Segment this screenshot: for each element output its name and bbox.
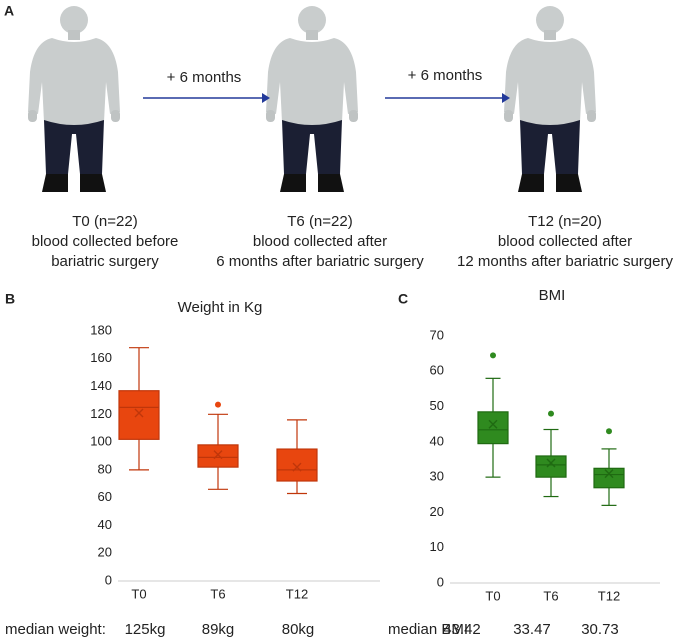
median-label: 80kg	[282, 621, 315, 638]
y-tick-label: 60	[98, 489, 112, 504]
mean-marker	[488, 419, 498, 429]
mean-marker	[292, 462, 302, 472]
panel-label: C	[398, 291, 408, 307]
panel-label: A	[4, 3, 14, 19]
timepoint-text: blood collected after	[253, 233, 387, 250]
y-tick-label: 40	[98, 517, 112, 532]
y-tick-label: 50	[430, 398, 444, 413]
y-tick-label: 70	[430, 327, 444, 342]
footer-label: median BMI	[388, 621, 468, 638]
y-tick-label: 10	[430, 539, 444, 554]
timepoint-text: blood collected after	[498, 233, 632, 250]
y-tick-label: 100	[90, 434, 112, 449]
timepoint-title: T0 (n=22)	[72, 213, 137, 230]
y-tick-label: 0	[437, 574, 444, 589]
chart-title: Weight in Kg	[178, 299, 263, 316]
y-tick-label: 180	[90, 322, 112, 337]
arrow-label: + 6 months	[408, 67, 483, 84]
footer-label: median weight:	[5, 621, 106, 638]
timepoint-text: blood collected before	[32, 233, 179, 250]
box	[276, 448, 318, 482]
y-tick-label: 140	[90, 378, 112, 393]
timepoint-text: bariatric surgery	[51, 253, 159, 270]
x-tick-label: T6	[210, 586, 225, 601]
outlier	[215, 401, 221, 408]
y-tick-label: 40	[430, 433, 444, 448]
y-tick-label: 20	[98, 545, 112, 560]
y-tick-label: 60	[430, 363, 444, 378]
panel-label: B	[5, 291, 15, 307]
y-tick-label: 160	[90, 350, 112, 365]
box	[197, 444, 239, 468]
arrow-head	[502, 93, 510, 103]
timepoint-title: T12 (n=20)	[528, 213, 602, 230]
y-tick-label: 30	[430, 469, 444, 484]
x-tick-label: T12	[598, 588, 620, 603]
x-tick-label: T6	[543, 588, 558, 603]
median-label: 30.73	[581, 621, 619, 638]
box	[593, 467, 625, 489]
mean-marker	[546, 458, 556, 468]
arrow-label: + 6 months	[167, 69, 242, 86]
x-tick-label: T12	[286, 586, 308, 601]
chart-title: BMI	[539, 287, 566, 304]
outlier	[548, 410, 554, 417]
median-label: 125kg	[125, 621, 166, 638]
box	[477, 411, 509, 445]
outlier	[490, 352, 496, 359]
timepoint-title: T6 (n=22)	[287, 213, 352, 230]
median-label: 43.42	[443, 621, 481, 638]
mean-marker	[604, 469, 614, 479]
y-tick-label: 80	[98, 461, 112, 476]
y-tick-label: 20	[430, 504, 444, 519]
box	[535, 455, 567, 478]
x-tick-label: T0	[131, 586, 146, 601]
x-tick-label: T0	[485, 588, 500, 603]
mean-marker	[213, 450, 223, 460]
median-label: 89kg	[202, 621, 235, 638]
mean-marker	[134, 408, 144, 418]
arrow-head	[262, 93, 270, 103]
timepoint-text: 12 months after bariatric surgery	[457, 253, 673, 270]
median-label: 33.47	[513, 621, 551, 638]
y-tick-label: 0	[105, 572, 112, 587]
box	[118, 390, 160, 440]
timepoint-text: 6 months after bariatric surgery	[216, 253, 424, 270]
outlier	[606, 428, 612, 435]
y-tick-label: 120	[90, 406, 112, 421]
